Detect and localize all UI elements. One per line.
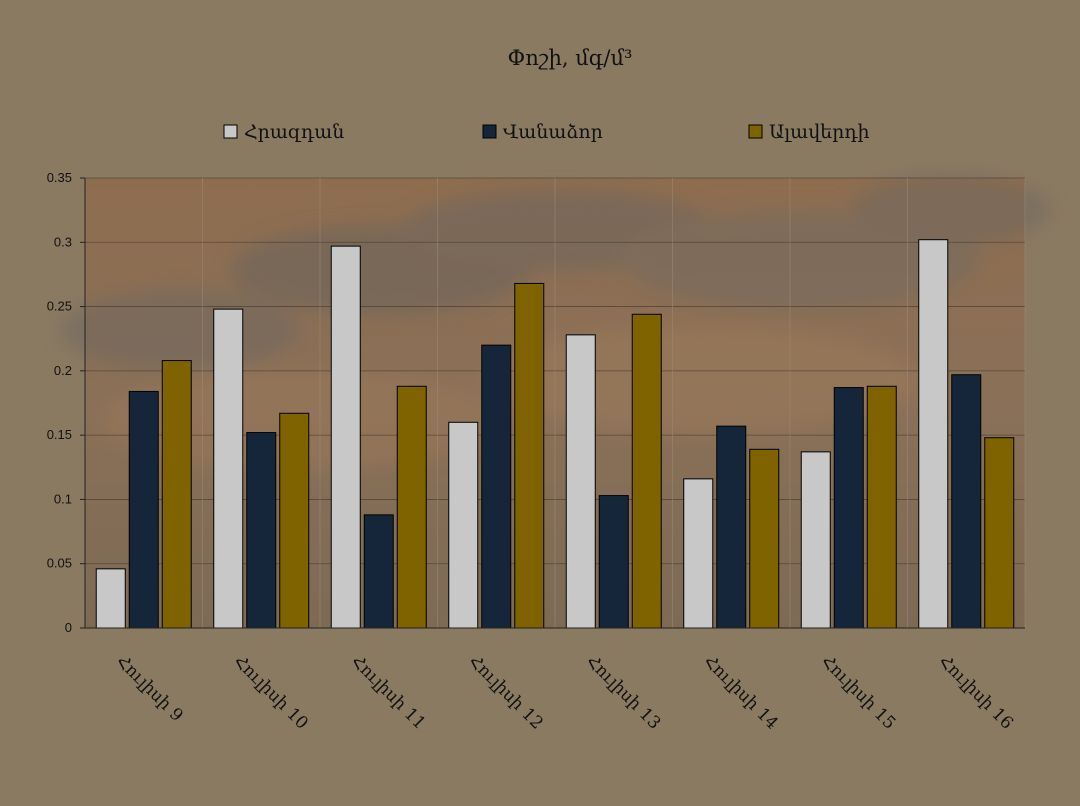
- y-tick-label: 0.35: [47, 170, 72, 185]
- bar: [833, 387, 864, 629]
- y-tick-label: 0.2: [54, 363, 72, 378]
- bar: [951, 374, 982, 629]
- legend-label: Ալավերդի: [769, 121, 870, 143]
- y-tick-label: 0.3: [54, 234, 72, 249]
- x-tick-label: Հուլիսի 13: [582, 651, 664, 733]
- y-tick-label: 0.15: [47, 427, 72, 442]
- bar: [716, 425, 747, 629]
- legend-label: Հրազդան: [244, 121, 344, 143]
- axes: [84, 178, 1025, 629]
- bar: [866, 385, 897, 629]
- y-tick-label: 0: [65, 620, 72, 635]
- legend-label: Վանաձոր: [503, 121, 603, 143]
- bar: [565, 334, 596, 629]
- x-tick-label: Հուլիսի 9: [112, 651, 187, 726]
- x-tick-label: Հուլիսի 14: [700, 651, 782, 733]
- bar: [481, 344, 512, 629]
- x-tick-label: Հուլիսի 11: [347, 651, 429, 733]
- x-tick-label: Հուլիսի 16: [935, 651, 1017, 733]
- bar: [213, 308, 244, 629]
- bar: [448, 421, 479, 629]
- chart-title: Փոշի, մգ/մ³: [508, 46, 633, 70]
- bar: [246, 432, 277, 629]
- bar: [279, 412, 310, 629]
- x-tick-label: Հուլիսի 12: [465, 651, 547, 733]
- x-ticks: Հուլիսի 9 Հուլիսի 10 Հուլիսի 11 Հուլիսի 12 Հ…: [112, 651, 1017, 733]
- legend-swatch: [223, 124, 238, 139]
- bar: [363, 514, 394, 629]
- x-tick-label: Հուլիսի 10: [230, 651, 312, 733]
- bar: [918, 239, 949, 629]
- bar: [800, 451, 831, 629]
- bar: [128, 390, 159, 629]
- legend-swatch: [748, 124, 763, 139]
- y-ticks: 0 0.05 0.1 0.15 0.2 0.25 0.3 0.35: [47, 170, 85, 635]
- bar: [95, 568, 126, 629]
- bar: [330, 245, 361, 629]
- bar: [984, 437, 1015, 629]
- y-tick-label: 0.1: [54, 491, 72, 506]
- bar: [514, 282, 545, 629]
- bars: [95, 239, 1015, 629]
- bar: [631, 313, 662, 629]
- bar: [683, 478, 714, 629]
- bar: [749, 448, 780, 629]
- y-tick-label: 0.05: [47, 556, 72, 571]
- x-tick-label: Հուլիսի 15: [817, 651, 899, 733]
- legend: Հրազդան Վանաձոր Ալավերդի: [223, 121, 870, 143]
- bar: [598, 495, 629, 629]
- bar: [161, 360, 192, 629]
- legend-swatch: [482, 124, 497, 139]
- bar: [396, 385, 427, 629]
- y-tick-label: 0.25: [47, 299, 72, 314]
